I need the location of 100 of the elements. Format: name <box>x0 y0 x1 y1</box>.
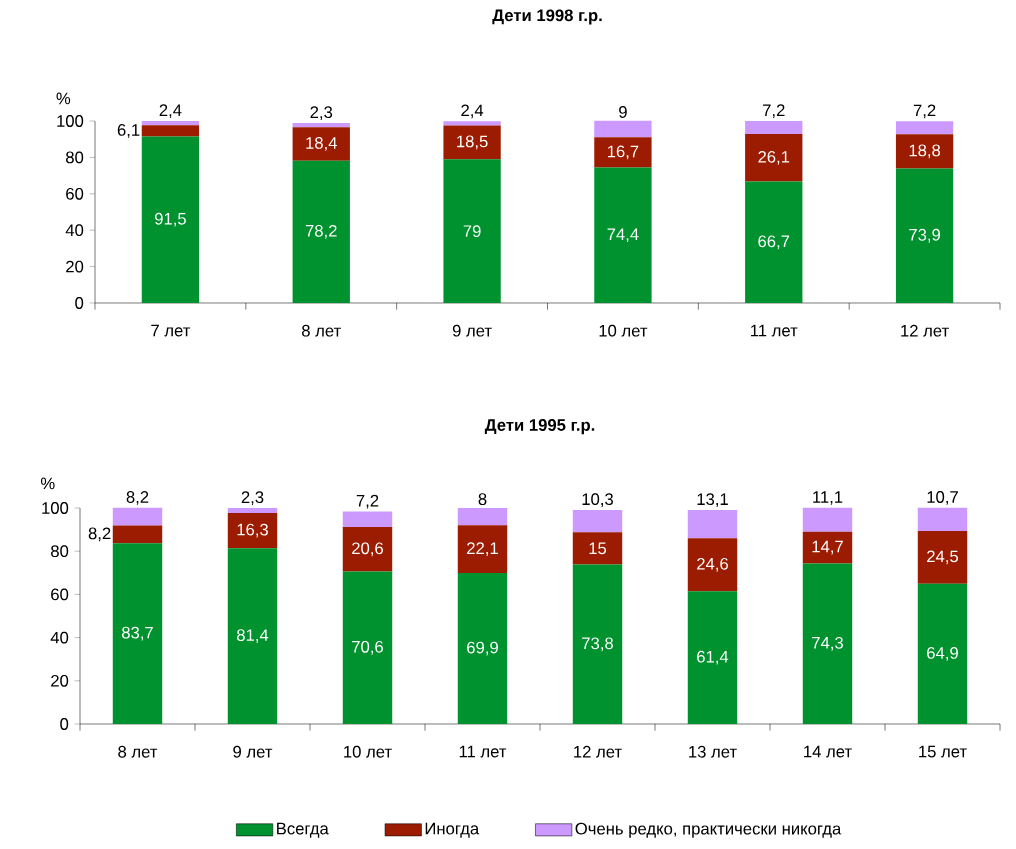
y-tick-label: 100 <box>42 502 69 514</box>
bar <box>141 125 200 137</box>
bar <box>594 137 652 168</box>
bar <box>227 548 278 724</box>
data-label: 13,1 <box>697 493 728 508</box>
data-label: 18,8 <box>909 144 941 159</box>
data-label: 91,5 <box>154 212 186 227</box>
y-tick-label: 40 <box>65 224 84 237</box>
bar <box>802 563 853 724</box>
bar <box>141 136 200 303</box>
data-label: 15 <box>589 542 607 555</box>
x-tick-label: 12 лет <box>574 745 622 758</box>
x-tick-label: 7 лет <box>151 324 191 337</box>
x-tick-label: 11 лет <box>459 745 507 758</box>
x-tick-label: 14 лет <box>804 745 852 758</box>
data-label: 79 <box>463 225 481 238</box>
legend-label: Всегда <box>277 822 329 838</box>
data-label: 22,1 <box>467 542 498 557</box>
data-label: 73,8 <box>582 637 613 652</box>
data-label: 64,9 <box>927 647 958 661</box>
data-label: 26,1 <box>758 150 790 165</box>
bar <box>227 508 278 513</box>
data-label: 24,6 <box>697 557 728 572</box>
data-label: 10,3 <box>582 493 613 508</box>
bar <box>917 530 968 584</box>
x-tick-label: 13 лет <box>689 745 737 758</box>
bar <box>292 127 350 161</box>
bar <box>342 527 393 572</box>
bar <box>687 591 738 724</box>
bar <box>895 134 954 169</box>
legend-label: Очень редко, практически никогда <box>575 822 842 838</box>
y-tick-label: 40 <box>50 631 69 644</box>
bar <box>141 120 200 126</box>
data-label: 2,4 <box>461 104 484 119</box>
data-label: 9 <box>619 106 627 118</box>
y-tick-label: 100 <box>57 115 84 127</box>
data-label: 8,2 <box>88 527 111 542</box>
x-tick-label: 9 лет <box>233 745 273 758</box>
bar <box>342 571 393 724</box>
bar <box>687 538 738 592</box>
bar <box>895 168 954 303</box>
y-tick-label: 60 <box>51 588 69 601</box>
data-label: 2,4 <box>159 104 182 119</box>
chart-title: Дети 1998 г.р. <box>492 9 602 25</box>
data-label: 61,4 <box>697 650 729 665</box>
bar <box>443 159 501 303</box>
y-tick-label: 80 <box>51 545 69 558</box>
y-tick-label: 0 <box>75 297 84 309</box>
data-label: 18,5 <box>457 135 488 150</box>
data-label: 81,4 <box>237 629 269 643</box>
data-label: 2,3 <box>310 106 333 121</box>
data-label: 73,9 <box>909 228 941 243</box>
bar <box>745 120 803 135</box>
bar <box>917 507 968 531</box>
data-label: 6,1 <box>117 124 140 138</box>
data-label: 2,3 <box>241 491 264 506</box>
x-tick-label: 11 лет <box>751 324 798 337</box>
data-label: 24,5 <box>927 550 959 565</box>
bar <box>895 121 954 135</box>
bar <box>687 509 738 539</box>
x-tick-label: 8 лет <box>118 745 158 758</box>
x-tick-label: 8 лет <box>302 324 341 337</box>
bar <box>457 508 508 526</box>
bar <box>342 511 393 528</box>
data-label: 7,2 <box>356 494 379 509</box>
bar <box>292 122 350 128</box>
bar <box>443 125 501 160</box>
bar <box>594 120 652 138</box>
data-label: 16,7 <box>607 145 639 160</box>
data-label: 78,2 <box>305 224 337 239</box>
legend-label: Иногда <box>425 822 480 838</box>
data-label: 74,4 <box>607 228 639 243</box>
data-label: 70,6 <box>352 640 383 655</box>
data-label: 18,4 <box>306 137 337 151</box>
bar <box>457 525 508 574</box>
bar <box>745 181 803 303</box>
data-label: 11,1 <box>813 491 843 505</box>
bar <box>227 512 278 549</box>
bar <box>572 509 623 533</box>
y-tick-label: 60 <box>66 187 84 200</box>
x-tick-label: 12 лет <box>901 324 949 337</box>
x-tick-label: 15 лет <box>919 745 967 758</box>
bar <box>917 583 968 724</box>
bar <box>457 573 508 724</box>
chart-title: Дети 1995 г.р. <box>484 419 595 435</box>
bar <box>112 507 163 526</box>
y-tick-label: 20 <box>51 674 69 687</box>
data-label: 10,7 <box>927 491 958 505</box>
data-label: 83,7 <box>122 626 153 641</box>
data-label: 20,6 <box>352 542 383 557</box>
bar <box>594 167 652 303</box>
data-label: 8,2 <box>126 491 149 505</box>
data-label: 14,7 <box>812 540 843 555</box>
bar <box>292 160 350 303</box>
bar <box>572 532 623 565</box>
bar <box>802 507 853 532</box>
bar <box>572 564 623 724</box>
data-label: 7,2 <box>913 104 936 119</box>
data-label: 7,2 <box>763 104 785 119</box>
x-tick-label: 9 лет <box>452 324 492 337</box>
